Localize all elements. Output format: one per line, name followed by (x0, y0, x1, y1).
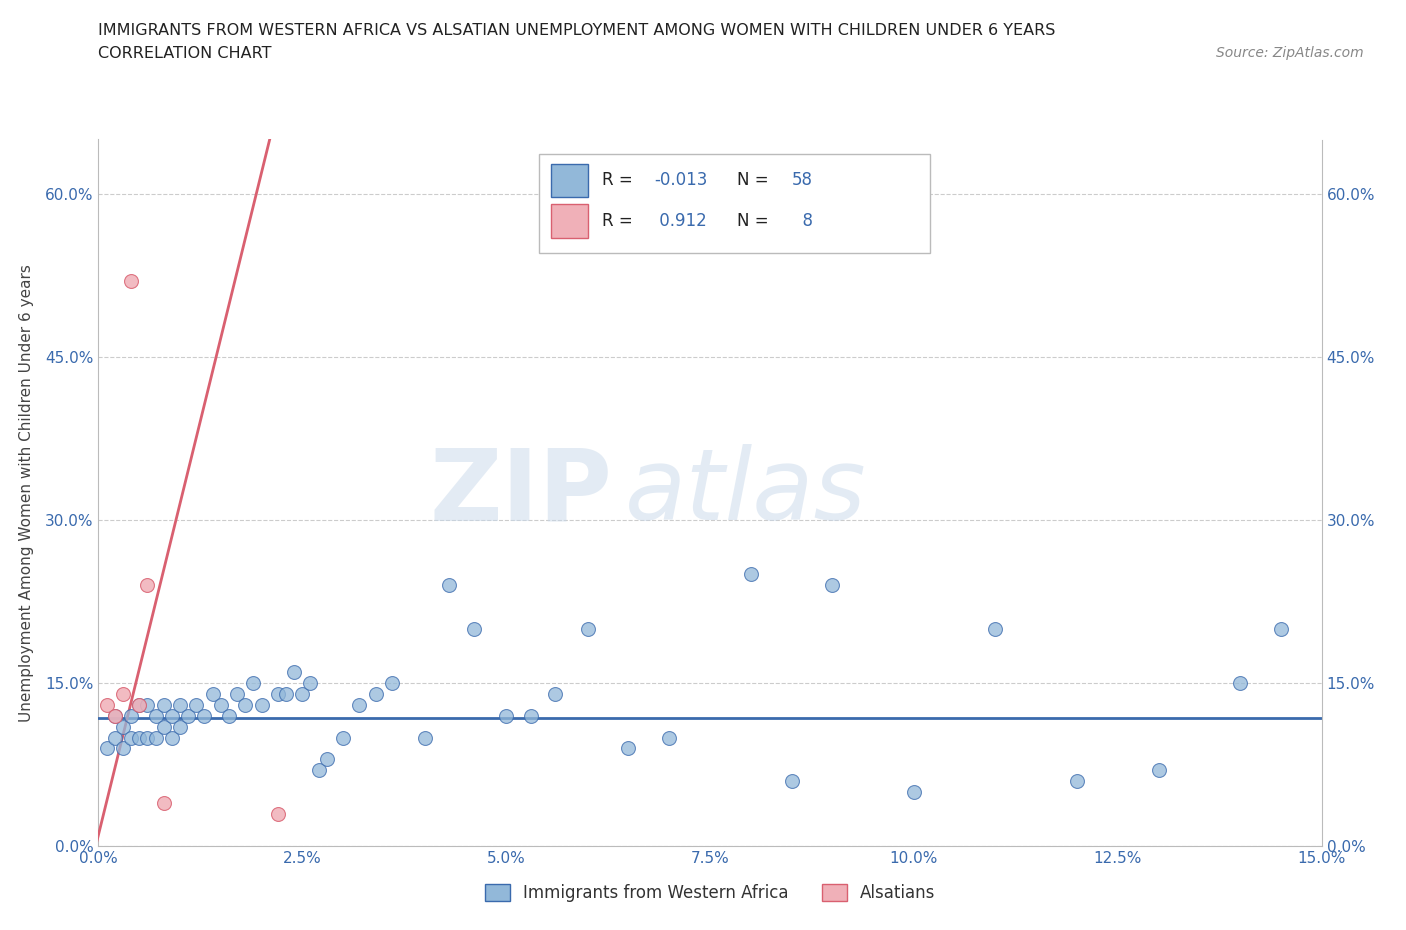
Point (984, 621, 1007, 636)
Point (104, 709, 127, 724)
Point (780, 774, 803, 789)
Point (136, 730, 159, 745)
Point (495, 709, 517, 724)
FancyBboxPatch shape (538, 153, 931, 253)
Point (364, 686, 387, 701)
Point (136, 698, 159, 712)
Point (242, 676, 264, 691)
Point (1066, 774, 1088, 789)
Point (1229, 676, 1251, 691)
Point (544, 686, 567, 701)
Point (145, 709, 167, 724)
Point (160, 709, 183, 724)
Point (437, 578, 460, 592)
Point (233, 698, 256, 712)
Point (145, 730, 167, 745)
Point (111, 686, 134, 701)
Y-axis label: Unemployment Among Women with Children Under 6 years: Unemployment Among Women with Children U… (18, 264, 34, 722)
Point (152, 795, 174, 810)
Point (1270, 621, 1292, 636)
Point (136, 578, 159, 592)
Point (152, 698, 174, 712)
Point (128, 730, 150, 745)
FancyBboxPatch shape (551, 204, 588, 238)
Point (658, 730, 681, 745)
Point (332, 730, 354, 745)
Point (267, 806, 290, 821)
Point (120, 709, 142, 724)
Text: N =: N = (737, 171, 773, 190)
Point (128, 698, 150, 712)
Point (267, 686, 290, 701)
Text: 58: 58 (792, 171, 813, 190)
Text: 8: 8 (792, 212, 813, 230)
Point (169, 719, 191, 734)
Point (111, 719, 134, 734)
Text: R =: R = (602, 171, 638, 190)
Point (519, 709, 541, 724)
Point (120, 730, 142, 745)
Text: -0.013: -0.013 (654, 171, 707, 190)
Point (291, 686, 314, 701)
Point (209, 698, 232, 712)
Point (186, 698, 208, 712)
Text: 0.912: 0.912 (654, 212, 706, 230)
Text: atlas: atlas (624, 445, 866, 541)
Point (1147, 763, 1170, 777)
Point (821, 578, 844, 592)
Point (218, 709, 240, 724)
Point (111, 741, 134, 756)
Point (381, 676, 404, 691)
Text: N =: N = (737, 212, 773, 230)
FancyBboxPatch shape (551, 164, 588, 197)
Point (903, 785, 925, 800)
Point (177, 709, 200, 724)
Point (299, 676, 322, 691)
Point (193, 709, 215, 724)
Text: IMMIGRANTS FROM WESTERN AFRICA VS ALSATIAN UNEMPLOYMENT AMONG WOMEN WITH CHILDRE: IMMIGRANTS FROM WESTERN AFRICA VS ALSATI… (98, 23, 1056, 38)
Point (308, 763, 330, 777)
Point (576, 621, 599, 636)
Point (152, 719, 174, 734)
Point (250, 698, 273, 712)
Point (160, 730, 183, 745)
Point (283, 665, 305, 680)
Point (104, 709, 127, 724)
Text: Source: ZipAtlas.com: Source: ZipAtlas.com (1216, 46, 1364, 60)
Point (349, 698, 371, 712)
Point (274, 686, 297, 701)
Point (413, 730, 436, 745)
Point (315, 751, 337, 766)
Point (201, 686, 224, 701)
Point (463, 621, 485, 636)
Point (120, 273, 142, 288)
Point (226, 686, 249, 701)
Point (104, 730, 127, 745)
Point (128, 698, 150, 712)
Legend: Immigrants from Western Africa, Alsatians: Immigrants from Western Africa, Alsatian… (478, 877, 942, 909)
Point (96, 698, 118, 712)
Point (96, 741, 118, 756)
Point (169, 698, 191, 712)
Point (617, 741, 640, 756)
Text: R =: R = (602, 212, 638, 230)
Point (740, 567, 762, 582)
Text: ZIP: ZIP (429, 445, 612, 541)
Text: CORRELATION CHART: CORRELATION CHART (98, 46, 271, 61)
